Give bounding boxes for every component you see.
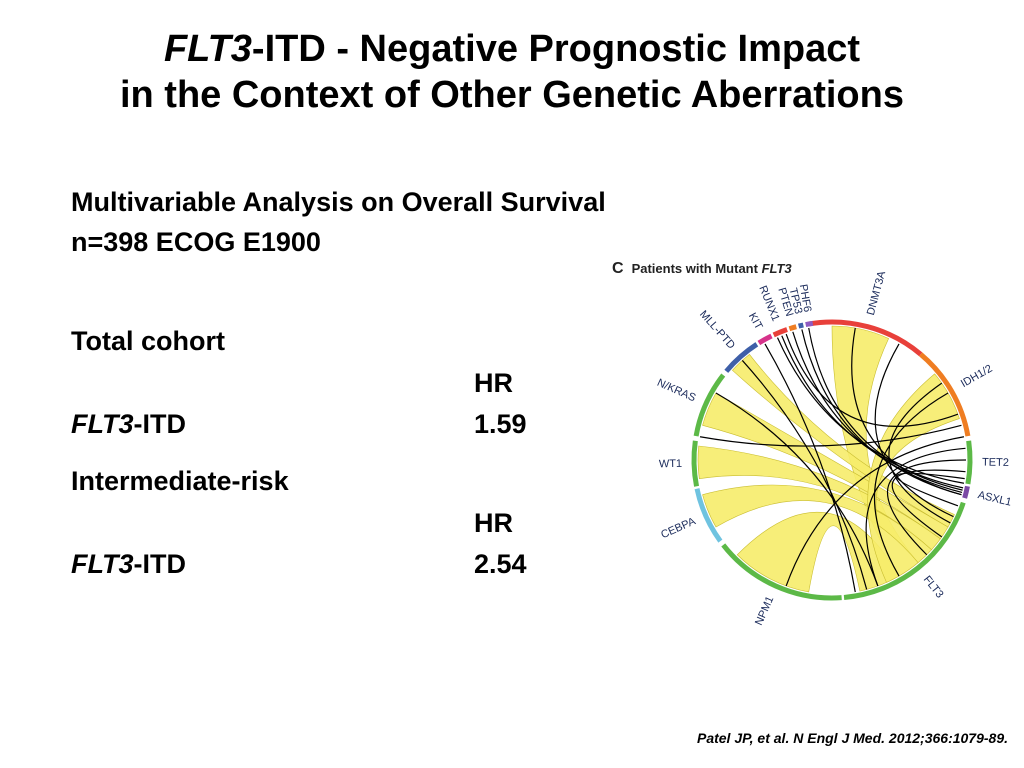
figure-caption: C Patients with Mutant FLT3	[612, 260, 792, 278]
ring-segment-idh1-2	[919, 352, 971, 437]
segment-label: MLL-PTD	[697, 308, 737, 351]
co-mutation-link	[764, 343, 856, 593]
co-mutation-link	[886, 459, 967, 556]
ring-segment-mll-ptd	[724, 342, 759, 373]
co-mutation-link	[741, 360, 868, 590]
segment-label: NPM1	[753, 595, 776, 628]
ring-segment-tp53	[798, 322, 804, 329]
co-mutation-ribbon	[697, 445, 941, 551]
segment-label: IDH1/2	[959, 363, 995, 391]
gene-italic: FLT3	[71, 409, 134, 439]
caption-prefix: Patients with Mutant	[631, 261, 762, 276]
title-gene: FLT3	[163, 28, 252, 70]
ring-segment-cebpa	[694, 488, 723, 543]
gene-rest: -ITD	[133, 549, 186, 579]
co-mutation-link	[874, 343, 954, 518]
co-mutation-link	[891, 469, 966, 538]
ring-segment-kit	[757, 333, 773, 346]
segment-label: DNMT3A	[865, 270, 888, 317]
caption-gene: FLT3	[761, 261, 792, 276]
ring-segment-npm1	[721, 543, 842, 601]
hr-value-total: 1.59	[474, 409, 527, 439]
slide-title: FLT3-ITD - Negative Prognostic Impact in…	[0, 26, 1024, 118]
hr-value-intermediate: 2.54	[474, 549, 527, 579]
segment-label: FLT3	[921, 574, 946, 601]
segment-label: CEBPA	[659, 515, 698, 541]
analysis-heading: Multivariable Analysis on Overall Surviv…	[71, 187, 606, 217]
segment-label: KIT	[746, 311, 765, 332]
group-name-total: Total cohort	[71, 326, 225, 356]
co-mutation-link	[873, 392, 949, 577]
segment-label: PHF6	[797, 283, 813, 313]
circos-plot: DNMT3A IDH1/2 TET2 ASXL1 FLT3 NPM1 CEBPA WT1 N/K…	[655, 270, 1013, 628]
link-layer	[699, 327, 967, 593]
hr-header-total: HR	[474, 368, 513, 398]
co-mutation-link	[785, 333, 959, 427]
co-mutation-link	[888, 382, 951, 524]
ring-segment-wt1	[691, 440, 699, 487]
ring-layer	[691, 319, 973, 601]
ring-segment-dnmt3a	[807, 319, 923, 357]
ring-segment-runx1	[772, 327, 788, 338]
co-mutation-ribbon	[702, 392, 949, 540]
co-mutation-link	[792, 331, 963, 494]
gene-italic: FLT3	[71, 549, 134, 579]
group-name-intermediate: Intermediate-risk	[71, 466, 289, 496]
analysis-heading-block: Multivariable Analysis on Overall Surviv…	[71, 182, 606, 262]
co-mutation-link	[808, 327, 963, 491]
ring-segment-phf6	[805, 320, 814, 327]
title-line-1-rest: -ITD - Negative Prognostic Impact	[251, 28, 861, 70]
co-mutation-link	[851, 327, 962, 496]
segment-label: TP53	[787, 287, 805, 315]
ribbon-layer	[697, 325, 960, 593]
title-line-1: FLT3-ITD - Negative Prognostic Impact	[0, 26, 1024, 72]
cohort-info: n=398 ECOG E1900	[71, 227, 321, 257]
ring-segment-n-kras	[693, 373, 726, 437]
gene-rest: -ITD	[133, 409, 186, 439]
co-mutation-ribbon	[736, 511, 900, 593]
ring-segment-flt3	[843, 501, 966, 600]
co-mutation-link	[865, 447, 966, 587]
hr-header-intermediate: HR	[474, 508, 513, 538]
co-mutation-link	[699, 424, 962, 447]
citation: Patel JP, et al. N Engl J Med. 2012;366:…	[696, 730, 1008, 746]
segment-label: N/KRAS	[655, 377, 697, 405]
co-mutation-link	[715, 392, 879, 587]
co-mutation-link	[785, 436, 965, 587]
title-line-2: in the Context of Other Genetic Aberrati…	[119, 74, 904, 116]
ring-segment-asxl1	[962, 485, 970, 499]
gene-label-total: FLT3-ITD	[71, 407, 186, 441]
segment-label: TET2	[982, 457, 1009, 469]
co-mutation-link	[781, 335, 964, 489]
gene-label-intermediate: FLT3-ITD	[71, 547, 186, 581]
ring-segment-pten	[788, 324, 797, 332]
co-mutation-ribbon	[731, 353, 955, 528]
panel-letter: C	[612, 260, 624, 277]
ring-segment-tet2	[965, 440, 973, 485]
segment-label: WT1	[659, 458, 683, 471]
segment-label: ASXL1	[977, 489, 1013, 509]
